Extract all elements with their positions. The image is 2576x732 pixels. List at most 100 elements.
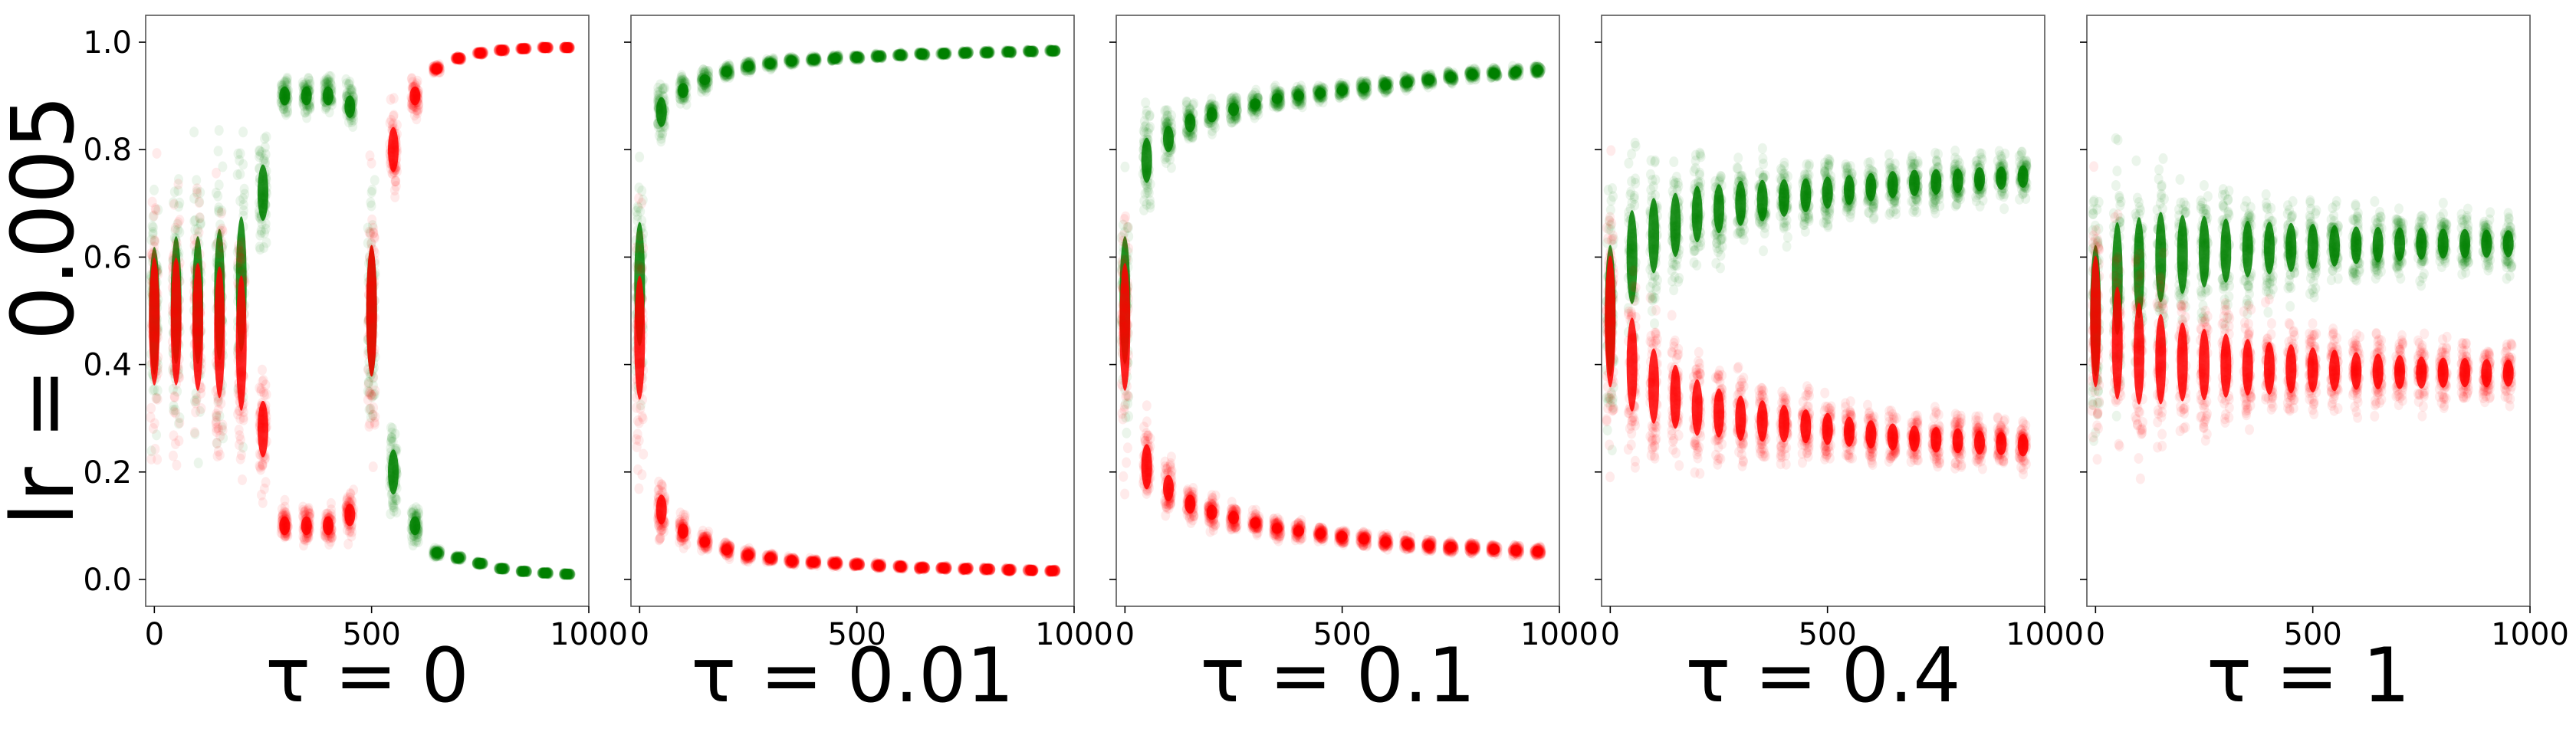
scatter-point: [189, 126, 199, 138]
scatter-point: [258, 364, 267, 376]
scatter-point: [367, 391, 377, 402]
scatter-point: [366, 187, 376, 198]
point-cluster-core: [301, 86, 312, 106]
y-axis-label: lr = 0.005: [0, 95, 94, 527]
scatter-point: [324, 107, 334, 118]
scatter-point: [195, 196, 205, 208]
scatter-point: [169, 197, 178, 208]
scatter-point: [261, 379, 271, 391]
point-cluster-core: [496, 563, 508, 574]
scatter-point: [280, 76, 290, 87]
scatter-point: [215, 219, 225, 231]
scatter-point: [345, 77, 355, 87]
scatter-point: [239, 183, 249, 195]
y-tick-label: 0.4: [83, 348, 132, 383]
scatter-point: [348, 121, 358, 132]
scatter-point: [153, 204, 163, 215]
scatter-point: [174, 201, 184, 212]
scatter-point: [386, 435, 396, 447]
scatter-point: [346, 85, 356, 97]
point-cluster-core: [1004, 46, 1014, 57]
point-cluster-core: [475, 557, 486, 569]
scatter-point: [302, 103, 312, 115]
scatter-point: [409, 506, 419, 517]
scatter-point: [193, 458, 203, 468]
scatter-point: [633, 464, 642, 475]
y-tick-label: 0.8: [83, 133, 132, 168]
point-cluster-core: [540, 567, 551, 579]
scatter-point: [147, 221, 157, 232]
scatter-point: [211, 415, 221, 427]
scatter-point: [214, 205, 223, 216]
point-cluster-core: [323, 86, 334, 106]
scatter-point: [282, 77, 292, 89]
scatter-point: [367, 185, 377, 196]
point-cluster-core: [808, 54, 819, 65]
scatter-point: [235, 155, 245, 166]
scatter-point: [260, 228, 269, 238]
scatter-point: [261, 218, 271, 229]
scatter-point: [255, 145, 264, 156]
scatter-point: [300, 107, 310, 118]
point-cluster-core: [699, 74, 711, 86]
scatter-point: [169, 406, 179, 418]
scatter-point: [282, 76, 291, 87]
scatter-point: [322, 76, 332, 87]
scatter-point: [298, 501, 308, 513]
scatter-point: [235, 148, 245, 159]
scatter-point: [175, 417, 185, 428]
y-tick-label: 0.0: [83, 563, 132, 598]
scatter-point: [363, 386, 373, 397]
scatter-point: [408, 540, 418, 551]
scatter-point: [238, 205, 248, 216]
scatter-point: [389, 505, 399, 517]
scatter-point: [150, 203, 160, 215]
point-cluster-core: [409, 86, 421, 106]
scatter-point: [408, 504, 418, 515]
scatter-point: [152, 392, 162, 404]
scatter-point: [344, 87, 354, 99]
point-cluster-core: [981, 47, 993, 58]
scatter-point: [301, 107, 310, 118]
scatter-point: [346, 84, 356, 95]
scatter-point: [151, 392, 161, 404]
scatter-point: [218, 161, 228, 172]
scatter-point: [261, 131, 271, 143]
scatter-point: [195, 212, 205, 224]
scatter-point: [256, 225, 266, 236]
scatter-point: [258, 155, 268, 166]
scatter-point: [636, 264, 646, 276]
scatter-point: [190, 224, 200, 235]
point-cluster-core: [938, 48, 949, 59]
scatter-point: [386, 436, 396, 448]
scatter-point: [364, 386, 374, 398]
scatter-point: [218, 425, 228, 436]
scatter-point: [321, 73, 331, 84]
point-cluster-core: [561, 568, 573, 579]
point-cluster-core: [149, 258, 160, 386]
scatter-point: [196, 218, 205, 230]
scatter-point: [344, 79, 354, 90]
scatter-point: [387, 432, 397, 443]
scatter-point: [409, 535, 419, 547]
scatter-point: [320, 75, 330, 87]
y-tick-label: 0.2: [83, 455, 132, 491]
scatter-point: [324, 74, 334, 86]
scatter-point: [392, 507, 402, 518]
scatter-point: [320, 103, 330, 114]
scatter-point: [216, 398, 226, 409]
scatter-point: [173, 185, 183, 196]
scatter-point: [255, 229, 265, 241]
plot-frame: [630, 15, 1075, 607]
point-cluster-core: [873, 51, 884, 62]
scatter-point: [214, 206, 224, 218]
scatter-point: [193, 224, 202, 235]
scatter-point: [260, 133, 270, 144]
scatter-point: [172, 218, 182, 230]
point-cluster-core: [214, 266, 225, 399]
scatter-point: [281, 107, 291, 118]
scatter-point: [321, 77, 331, 89]
scatter-point: [219, 432, 228, 444]
